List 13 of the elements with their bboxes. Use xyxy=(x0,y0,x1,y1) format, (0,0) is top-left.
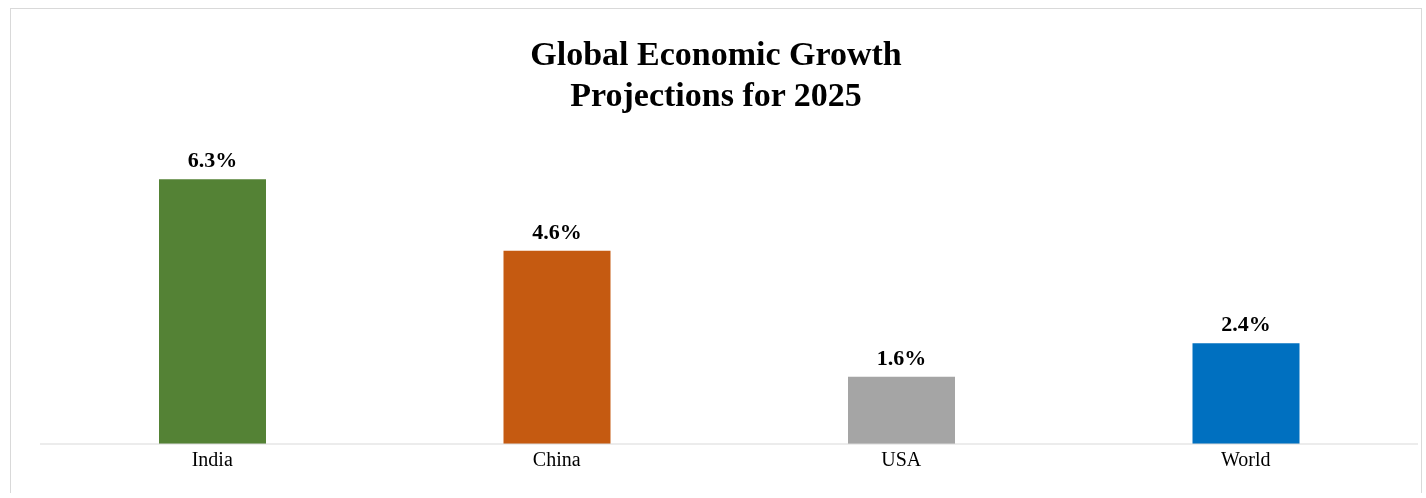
x-tick-label: World xyxy=(1221,448,1271,471)
data-label: 6.3% xyxy=(187,147,238,173)
data-label: 1.6% xyxy=(876,344,927,370)
x-tick-label: USA xyxy=(881,448,922,471)
chart-title: Global Economic Growth Projections for 2025 xyxy=(529,34,903,115)
bar xyxy=(1192,343,1300,444)
data-label: 2.4% xyxy=(1221,311,1271,337)
bar xyxy=(159,179,266,444)
bar xyxy=(503,250,611,444)
bar xyxy=(848,376,955,444)
data-label: 4.6% xyxy=(532,218,582,244)
x-tick-label: India xyxy=(191,448,233,471)
x-tick-label: China xyxy=(532,448,581,471)
